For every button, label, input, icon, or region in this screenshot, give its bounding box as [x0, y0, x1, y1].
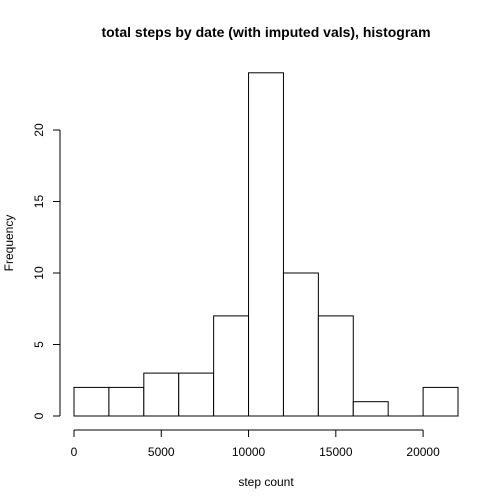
y-tick-label: 20 — [32, 123, 46, 137]
y-axis: 0 5 10 15 20 — [32, 123, 61, 419]
histogram-bar-6 — [282, 272, 319, 417]
histogram-bar-2 — [143, 372, 180, 417]
x-axis: 0 5000 10000 15000 20000 — [71, 429, 440, 459]
histogram-bar-3 — [178, 372, 215, 417]
histogram-bar-10 — [422, 386, 459, 417]
histogram-bar-5 — [248, 72, 284, 417]
x-tick-label: 10000 — [232, 445, 266, 459]
y-tick-label: 0 — [32, 412, 46, 419]
histogram-bar-0 — [73, 386, 110, 417]
histogram-bar-1 — [108, 386, 145, 417]
histogram-bar-7 — [317, 315, 354, 417]
histogram-bar-8 — [352, 401, 389, 417]
x-axis-label: step count — [238, 475, 294, 489]
x-tick-label: 5000 — [148, 445, 175, 459]
y-tick-label: 15 — [32, 195, 46, 209]
x-tick-label: 0 — [71, 445, 78, 459]
y-tick-label: 5 — [32, 341, 46, 348]
y-axis-label: Frequency — [2, 215, 16, 272]
histogram-bars — [73, 72, 459, 417]
x-tick-label: 15000 — [319, 445, 353, 459]
x-tick-label: 20000 — [406, 445, 440, 459]
y-tick-label: 10 — [32, 266, 46, 280]
histogram-bar-4 — [213, 315, 250, 417]
chart-title: total steps by date (with imputed vals),… — [101, 24, 430, 40]
